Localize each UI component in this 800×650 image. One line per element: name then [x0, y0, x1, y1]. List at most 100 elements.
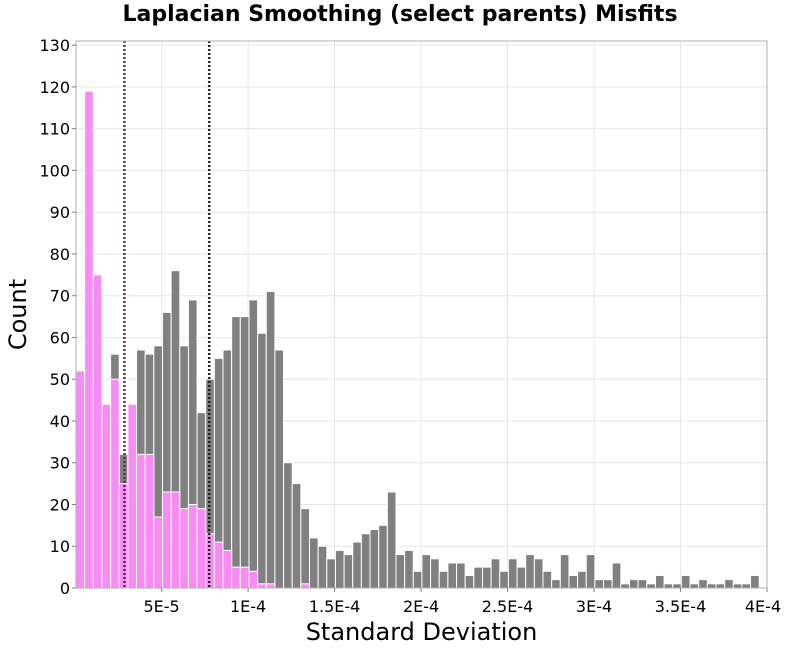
bar-all	[395, 554, 406, 589]
bar-all	[386, 491, 397, 589]
chart-title: Laplacian Smoothing (select parents) Mis…	[122, 2, 678, 27]
bar-all	[343, 554, 354, 589]
reference-lines	[123, 41, 211, 588]
bar-all	[257, 332, 267, 589]
x-tick-label: 1.5E-4	[309, 597, 361, 616]
bar-all	[741, 583, 752, 589]
y-tick-label: 20	[50, 495, 70, 514]
bar-all	[654, 574, 665, 589]
bar-all	[637, 579, 648, 589]
bar-all	[274, 349, 285, 589]
bar-all	[412, 570, 423, 589]
y-tick-label: 70	[50, 287, 70, 306]
bar-all	[231, 316, 241, 589]
bar-all	[369, 529, 380, 589]
x-axis-label: Standard Deviation	[306, 618, 538, 646]
bar-selected	[179, 508, 189, 589]
bar-all	[559, 554, 570, 589]
bar-all	[525, 554, 535, 589]
bar-all	[663, 583, 674, 589]
bar-all	[430, 558, 440, 589]
bar-all	[421, 554, 432, 589]
bar-all	[724, 579, 734, 589]
bar-all	[542, 570, 553, 589]
bar-selected	[75, 370, 86, 589]
x-tick-label: 4E-4	[745, 597, 781, 616]
bar-all	[464, 574, 475, 589]
bar-all	[620, 583, 630, 589]
y-tick-label: 40	[50, 412, 70, 431]
bar-all	[689, 583, 700, 589]
bar-all	[750, 574, 760, 589]
bar-selected	[84, 90, 94, 589]
bar-all	[568, 574, 579, 589]
bar-all	[594, 579, 605, 589]
bar-all	[672, 583, 682, 589]
y-tick-label: 110	[39, 120, 70, 139]
bar-all	[585, 554, 596, 589]
bar-all	[551, 579, 561, 589]
bar-all	[490, 558, 501, 589]
bar-all	[239, 316, 250, 589]
y-tick-label: 120	[39, 78, 70, 97]
bar-all	[334, 549, 345, 589]
bar-selected	[187, 503, 198, 589]
bar-selected	[213, 541, 224, 589]
bar-all	[698, 579, 708, 589]
bar-all	[732, 583, 743, 589]
x-axis-ticks: 5E-5 1E-4 1.5E-4 2E-4 2.5E-4 3E-4 3.5E-4 4E-4	[143, 588, 781, 616]
y-tick-label: 130	[39, 36, 70, 55]
bar-all	[577, 570, 587, 589]
y-tick-label: 60	[50, 328, 70, 347]
y-axis-ticks: 0 10 20 30 40 50 60 70 80 90 100 110 120 130	[39, 36, 76, 598]
bar-all	[283, 462, 293, 589]
bar-selected	[144, 453, 155, 589]
x-tick-label: 3E-4	[576, 597, 612, 616]
bar-all	[680, 574, 691, 589]
y-tick-label: 90	[50, 203, 70, 222]
bar-selected	[257, 583, 267, 589]
bar-selected	[170, 491, 181, 589]
bar-all	[481, 566, 492, 589]
bar-all	[646, 583, 656, 589]
x-tick-label: 2.5E-4	[482, 597, 534, 616]
bar-all	[456, 562, 466, 589]
bar-all	[317, 545, 328, 589]
y-tick-label: 0	[60, 579, 70, 598]
bar-all	[352, 541, 362, 589]
bar-all	[706, 583, 717, 589]
bar-all	[265, 291, 276, 589]
bar-all	[248, 299, 259, 589]
bar-selected	[231, 566, 241, 589]
bar-selected	[136, 453, 146, 589]
bar-selected	[248, 570, 259, 589]
bar-all	[309, 537, 319, 589]
bar-selected	[161, 491, 172, 589]
bar-selected	[110, 378, 120, 589]
bar-all	[438, 570, 449, 589]
bar-all	[507, 558, 518, 589]
bar-all	[326, 558, 336, 589]
y-tick-label: 50	[50, 370, 70, 389]
bar-selected	[239, 566, 250, 589]
bar-all	[300, 508, 311, 589]
y-tick-label: 100	[39, 161, 70, 180]
x-tick-label: 3.5E-4	[655, 597, 707, 616]
bar-selected	[118, 483, 129, 589]
bar-all	[360, 533, 371, 589]
bar-all	[499, 570, 509, 589]
x-tick-label: 2E-4	[403, 597, 439, 616]
bar-all	[516, 566, 527, 589]
x-tick-label: 5E-5	[143, 597, 179, 616]
bar-all	[628, 579, 639, 589]
bar-selected	[222, 549, 233, 589]
bar-all	[715, 583, 726, 589]
bar-selected	[265, 583, 276, 589]
x-tick-label: 1E-4	[230, 597, 266, 616]
bar-selected	[127, 403, 138, 589]
bar-all	[533, 558, 544, 589]
bar-selected	[101, 403, 112, 589]
y-tick-label: 80	[50, 245, 70, 264]
bar-selected	[300, 583, 311, 589]
